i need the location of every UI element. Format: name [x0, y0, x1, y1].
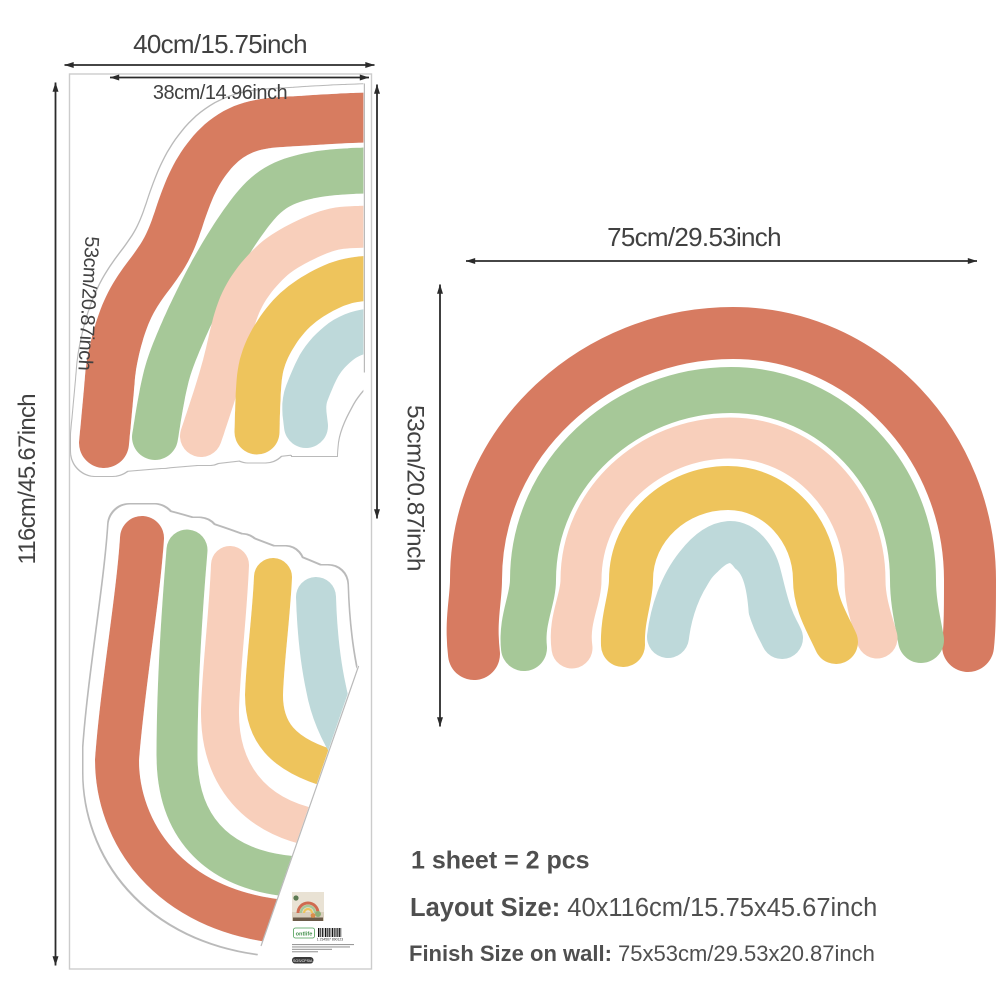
svg-text:1 234567 890123: 1 234567 890123	[317, 938, 344, 942]
svg-text:Layout Size: 40x116cm/15.75x45: Layout Size: 40x116cm/15.75x45.67inch	[410, 894, 877, 922]
svg-text:75cm/29.53inch: 75cm/29.53inch	[607, 222, 781, 252]
svg-text:ontlife: ontlife	[296, 931, 313, 937]
svg-text:Finish Size on wall: 75x53cm/2: Finish Size on wall: 75x53cm/29.53x20.87…	[409, 941, 875, 966]
svg-text:40cm/15.75inch: 40cm/15.75inch	[133, 29, 307, 59]
svg-text:1 sheet = 2 pcs: 1 sheet = 2 pcs	[411, 847, 590, 875]
svg-text:53cm/20.87inch: 53cm/20.87inch	[402, 405, 429, 571]
svg-text:SGS/CPSIA: SGS/CPSIA	[293, 959, 313, 963]
svg-text:38cm/14.96inch: 38cm/14.96inch	[153, 82, 287, 104]
svg-text:116cm/45.67inch: 116cm/45.67inch	[14, 394, 41, 565]
